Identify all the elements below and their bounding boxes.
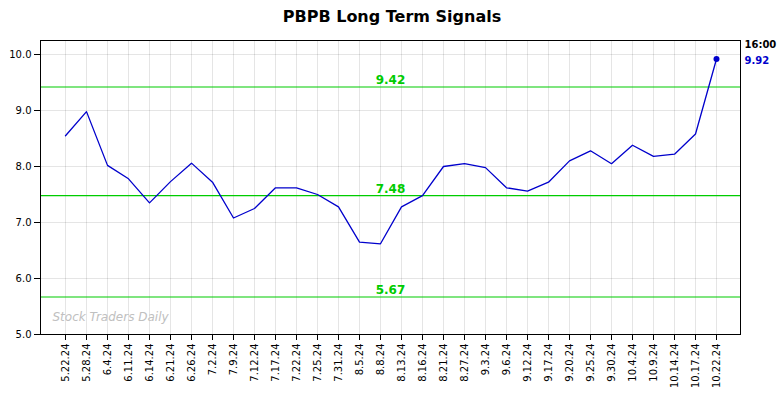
svg-text:9.3.24: 9.3.24 (480, 344, 491, 376)
svg-text:10.22.24: 10.22.24 (711, 344, 722, 389)
svg-text:9.25.24: 9.25.24 (585, 344, 596, 382)
svg-text:Stock Traders Daily: Stock Traders Daily (53, 310, 170, 324)
svg-text:5.22.24: 5.22.24 (60, 344, 71, 382)
svg-text:6.14.24: 6.14.24 (144, 344, 155, 382)
svg-text:9.92: 9.92 (745, 55, 770, 66)
svg-text:10.4.24: 10.4.24 (627, 344, 638, 382)
svg-text:7.25.24: 7.25.24 (312, 344, 323, 382)
svg-text:9.42: 9.42 (376, 73, 406, 87)
svg-text:7.12.24: 7.12.24 (249, 344, 260, 382)
svg-text:6.4.24: 6.4.24 (102, 344, 113, 376)
svg-text:8.8.24: 8.8.24 (375, 344, 386, 376)
svg-text:6.26.24: 6.26.24 (186, 344, 197, 382)
svg-text:10.17.24: 10.17.24 (690, 344, 701, 389)
html-text:PBPB Long Term Signals: PBPB Long Term Signals (282, 7, 502, 26)
svg-text:8.0: 8.0 (16, 161, 32, 172)
svg-text:10.0: 10.0 (9, 49, 31, 60)
svg-text:8.21.24: 8.21.24 (438, 344, 449, 382)
svg-text:7.17.24: 7.17.24 (270, 344, 281, 382)
svg-text:9.12.24: 9.12.24 (522, 344, 533, 382)
svg-text:6.21.24: 6.21.24 (165, 344, 176, 382)
svg-text:9.0: 9.0 (16, 105, 32, 116)
svg-text:16:00: 16:00 (745, 39, 777, 50)
svg-text:8.16.24: 8.16.24 (417, 344, 428, 382)
svg-text:9.20.24: 9.20.24 (564, 344, 575, 382)
svg-text:6.11.24: 6.11.24 (123, 344, 134, 382)
svg-text:5.67: 5.67 (376, 283, 406, 297)
svg-text:7.9.24: 7.9.24 (228, 344, 239, 376)
svg-text:7.22.24: 7.22.24 (291, 344, 302, 382)
svg-text:8.27.24: 8.27.24 (459, 344, 470, 382)
svg-text:7.48: 7.48 (376, 182, 406, 196)
svg-text:9.17.24: 9.17.24 (543, 344, 554, 382)
svg-text:10.14.24: 10.14.24 (669, 344, 680, 389)
svg-text:5.28.24: 5.28.24 (81, 344, 92, 382)
svg-text:10.9.24: 10.9.24 (648, 344, 659, 382)
svg-text:7.0: 7.0 (16, 217, 32, 228)
svg-text:9.30.24: 9.30.24 (606, 344, 617, 382)
svg-text:7.31.24: 7.31.24 (333, 344, 344, 382)
svg-text:6.0: 6.0 (16, 273, 32, 284)
svg-text:7.2.24: 7.2.24 (207, 344, 218, 376)
svg-text:5.0: 5.0 (16, 329, 32, 340)
svg-text:8.13.24: 8.13.24 (396, 344, 407, 382)
svg-text:8.5.24: 8.5.24 (354, 344, 365, 376)
svg-text:9.6.24: 9.6.24 (501, 344, 512, 376)
